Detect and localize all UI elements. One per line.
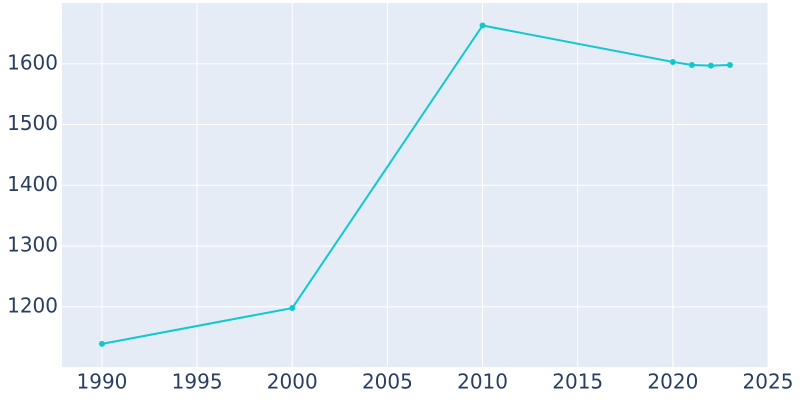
y-tick-label: 1600	[7, 50, 58, 74]
x-tick-label: 2005	[362, 370, 413, 394]
x-tick-label: 1990	[77, 370, 128, 394]
y-tick-label: 1500	[7, 111, 58, 135]
marker	[669, 58, 676, 65]
x-tick-label: 2025	[743, 370, 794, 394]
marker	[707, 62, 714, 69]
marker	[726, 61, 733, 68]
x-tick-label: 2015	[552, 370, 603, 394]
marker	[688, 61, 695, 68]
y-tick-label: 1400	[7, 172, 58, 196]
x-tick-label: 2000	[267, 370, 318, 394]
y-tick-label: 1200	[7, 293, 58, 317]
marker	[289, 305, 296, 312]
marker	[98, 340, 105, 347]
x-tick-label: 2020	[647, 370, 698, 394]
marker	[479, 22, 486, 29]
x-tick-label: 2010	[457, 370, 508, 394]
x-tick-label: 1995	[172, 370, 223, 394]
y-tick-label: 1300	[7, 233, 58, 257]
